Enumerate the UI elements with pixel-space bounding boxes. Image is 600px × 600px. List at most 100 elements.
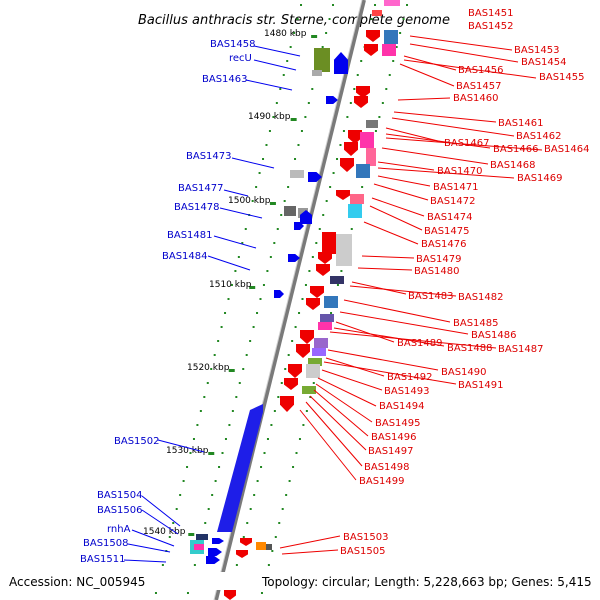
gene-block [372, 10, 382, 16]
gene-label-BAS1475[interactable]: BAS1475 [424, 226, 470, 237]
track-dot [249, 340, 252, 342]
forward-gene-labels: BAS1458 recU BAS1463 BAS1473 BAS1477 BAS… [80, 39, 256, 565]
forward-gene-arrow [206, 556, 220, 564]
gene-label-BAS1492[interactable]: BAS1492 [387, 372, 433, 383]
gene-label-BAS1499[interactable]: BAS1499 [359, 476, 405, 487]
gene-label-BAS1504[interactable]: BAS1504 [97, 490, 143, 501]
gene-label-BAS1498[interactable]: BAS1498 [364, 462, 410, 473]
track-dot [154, 592, 157, 594]
footer-background [0, 572, 600, 590]
gene-label-BAS1486[interactable]: BAS1486 [471, 330, 517, 341]
gene-label-BAS1478[interactable]: BAS1478 [174, 202, 220, 213]
gene-label-BAS1463[interactable]: BAS1463 [202, 74, 248, 85]
genome-title: Bacillus anthracis str. Sterne, complete… [138, 13, 450, 28]
gene-label-BAS1497[interactable]: BAS1497 [368, 446, 414, 457]
track-dot [329, 186, 332, 188]
gene-label-BAS1506[interactable]: BAS1506 [97, 505, 143, 516]
leader-line [141, 509, 179, 535]
gene-label-BAS1482[interactable]: BAS1482 [458, 292, 504, 303]
gene-label-BAS1489[interactable]: BAS1489 [397, 338, 443, 349]
gene-label-BAS1451[interactable]: BAS1451 [468, 8, 514, 19]
gene-label-BAS1481[interactable]: BAS1481 [167, 230, 213, 241]
track-dot [277, 396, 280, 398]
leader-line [381, 147, 489, 165]
gene-label-BAS1496[interactable]: BAS1496 [371, 432, 417, 443]
gene-label-BAS1508[interactable]: BAS1508 [83, 538, 129, 549]
tick-label-1540: 1540 kbp [143, 527, 186, 537]
leader-line [385, 133, 491, 149]
track-dot [249, 508, 252, 510]
forward-gene-arrow [334, 52, 348, 74]
track-dot [234, 270, 237, 272]
gene-label-BAS1468[interactable]: BAS1468 [490, 160, 536, 171]
track-dot [276, 228, 279, 230]
gene-features [182, 0, 400, 600]
gene-label-BAS1483[interactable]: BAS1483 [408, 291, 454, 302]
track-dot [287, 186, 290, 188]
reverse-gene-arrow [316, 264, 330, 276]
scale-tick-mark [188, 533, 195, 536]
gene-label-BAS1460[interactable]: BAS1460 [453, 93, 499, 104]
track-dot [304, 116, 307, 118]
gene-label-BAS1452[interactable]: BAS1452 [468, 21, 514, 32]
gene-label-BAS1470[interactable]: BAS1470 [437, 166, 483, 177]
gene-label-rnhA[interactable]: rnhA [107, 524, 131, 535]
gene-label-recU[interactable]: recU [229, 53, 252, 64]
gene-label-BAS1456[interactable]: BAS1456 [458, 65, 504, 76]
gene-block [330, 276, 344, 284]
gene-label-BAS1474[interactable]: BAS1474 [427, 212, 473, 223]
gene-label-BAS1472[interactable]: BAS1472 [430, 196, 476, 207]
leader-line [377, 161, 435, 171]
gene-label-BAS1480[interactable]: BAS1480 [414, 266, 460, 277]
gene-label-BAS1479[interactable]: BAS1479 [416, 254, 462, 265]
gene-label-BAS1493[interactable]: BAS1493 [384, 386, 430, 397]
track-dot [273, 242, 276, 244]
gene-label-BAS1469[interactable]: BAS1469 [517, 173, 563, 184]
gene-label-BAS1487[interactable]: BAS1487 [498, 344, 544, 355]
leader-line [141, 495, 181, 527]
gene-label-BAS1503[interactable]: BAS1503 [343, 532, 389, 543]
forward-gene-arrow [308, 172, 322, 182]
gene-label-BAS1455[interactable]: BAS1455 [539, 72, 585, 83]
gene-label-BAS1453[interactable]: BAS1453 [514, 45, 560, 56]
gene-label-BAS1457[interactable]: BAS1457 [456, 81, 502, 92]
track-dot [255, 186, 258, 188]
track-dot [298, 438, 301, 440]
reverse-gene-arrow [300, 330, 314, 344]
track-dot [312, 382, 315, 384]
gene-label-BAS1466[interactable]: BAS1466 [493, 144, 539, 155]
gene-label-BAS1502[interactable]: BAS1502 [114, 436, 160, 447]
gene-label-BAS1511[interactable]: BAS1511 [80, 554, 126, 565]
leader-line [385, 127, 443, 143]
track-dot [224, 438, 227, 440]
track-dot [256, 312, 259, 314]
gene-label-BAS1505[interactable]: BAS1505 [340, 546, 386, 557]
gene-label-BAS1473[interactable]: BAS1473 [186, 151, 232, 162]
leader-line [279, 535, 341, 549]
gene-label-BAS1495[interactable]: BAS1495 [375, 418, 421, 429]
gene-label-BAS1491[interactable]: BAS1491 [458, 380, 504, 391]
gene-label-BAS1462[interactable]: BAS1462 [516, 131, 562, 142]
leader-line [391, 117, 515, 137]
gene-label-BAS1476[interactable]: BAS1476 [421, 239, 467, 250]
gene-label-BAS1484[interactable]: BAS1484 [162, 251, 208, 262]
gene-label-BAS1464[interactable]: BAS1464 [544, 144, 590, 155]
gene-label-BAS1458[interactable]: BAS1458 [210, 39, 256, 50]
track-dot [378, 116, 381, 118]
gene-label-BAS1471[interactable]: BAS1471 [433, 182, 479, 193]
gene-label-BAS1467[interactable]: BAS1467 [444, 138, 490, 149]
gene-label-BAS1461[interactable]: BAS1461 [498, 118, 544, 129]
gene-label-BAS1490[interactable]: BAS1490 [441, 367, 487, 378]
reverse-gene-arrow [340, 158, 354, 172]
gene-label-BAS1494[interactable]: BAS1494 [379, 401, 425, 412]
gene-label-BAS1477[interactable]: BAS1477 [178, 183, 224, 194]
reverse-gene-arrow [280, 396, 294, 412]
gene-label-BAS1488[interactable]: BAS1488 [447, 343, 493, 354]
gene-label-BAS1485[interactable]: BAS1485 [453, 318, 499, 329]
track-dot [196, 424, 199, 426]
track-dot [292, 466, 295, 468]
gene-label-BAS1454[interactable]: BAS1454 [521, 57, 567, 68]
gene-block [318, 322, 332, 330]
track-dot [168, 536, 171, 538]
track-dot [235, 564, 238, 566]
